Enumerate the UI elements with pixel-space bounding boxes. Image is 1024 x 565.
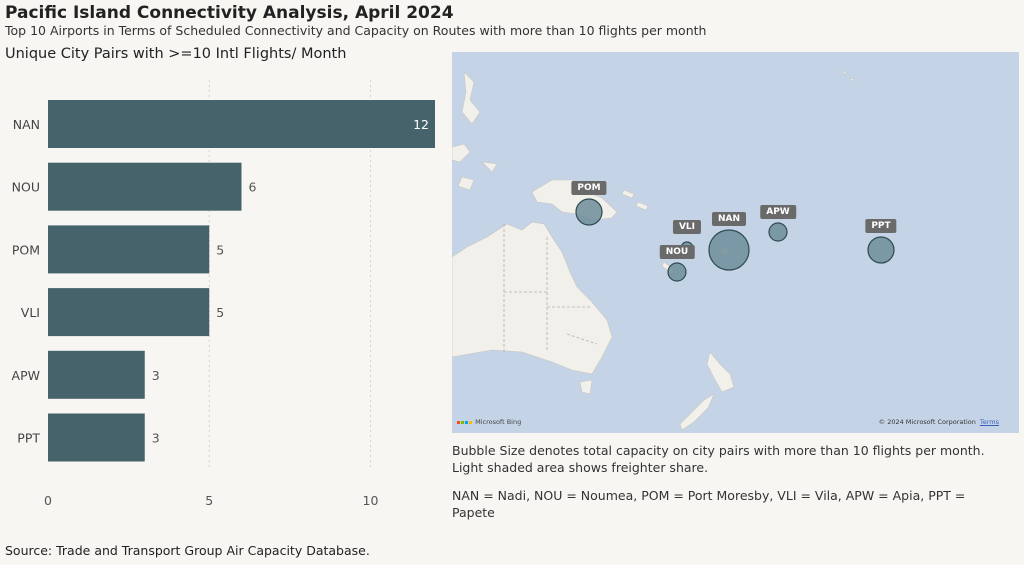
bar [48, 413, 145, 462]
airport-label-vli: VLI [672, 220, 702, 234]
data-label: 5 [216, 242, 224, 257]
bar [48, 350, 145, 399]
airport-bubble-apw[interactable] [768, 222, 788, 242]
land-solomon-islands [621, 189, 649, 211]
map-panel[interactable]: POM VLI NOU NAN APW PPT Microsoft Bing © 2024… [452, 52, 1019, 433]
airport-label-ppt: PPT [865, 219, 897, 233]
airport-bubble-ppt[interactable] [867, 236, 895, 264]
category-label: NAN [13, 117, 40, 132]
category-label: PPT [17, 431, 40, 446]
x-tick-label: 10 [363, 493, 379, 508]
airport-label-pom: POM [571, 181, 607, 195]
bar [48, 100, 435, 148]
source-note: Source: Trade and Transport Group Air Ca… [5, 543, 370, 558]
category-label: POM [12, 242, 40, 257]
airport-code-legend: NAN = Nadi, NOU = Noumea, POM = Port Mor… [452, 488, 966, 520]
bar [48, 225, 210, 274]
data-label: 5 [216, 305, 224, 320]
airport-label-nan: NAN [711, 212, 747, 226]
airport-bubble-nou[interactable] [667, 262, 687, 282]
terms-link[interactable]: Terms [979, 418, 999, 426]
bar-chart: NAN 12 NOU 6 POM 5 VLI 5 APW 3 PPT 3 0 5 10 [12, 80, 435, 508]
land-philippines [461, 71, 481, 125]
land-tasmania [579, 379, 593, 395]
map-copyright: © 2024 Microsoft Corporation Terms [879, 418, 999, 426]
land-indonesia [452, 143, 498, 191]
data-label: 6 [249, 180, 257, 195]
map-basemap [452, 69, 895, 431]
category-label: NOU [12, 180, 40, 195]
category-label: VLI [21, 305, 40, 320]
copyright-text: © 2024 Microsoft Corporation [878, 418, 976, 426]
bing-logo: Microsoft Bing [457, 418, 521, 426]
land-new-zealand-south [679, 393, 715, 431]
airport-label-apw: APW [760, 205, 796, 219]
bar-chart-heading: Unique City Pairs with >=10 Intl Flights… [5, 46, 347, 62]
page-title: Pacific Island Connectivity Analysis, Ap… [5, 3, 454, 23]
airport-bubble-pom[interactable] [575, 198, 603, 226]
bar [48, 162, 242, 211]
airport-label-nou: NOU [659, 245, 695, 259]
australia-border-lines [503, 224, 598, 352]
category-label: APW [12, 368, 40, 383]
page-subtitle: Top 10 Airports in Terms of Scheduled Co… [5, 23, 707, 38]
land-australia [452, 221, 613, 375]
airport-bubble-nan[interactable] [708, 229, 750, 271]
data-label: 12 [413, 117, 429, 132]
land-new-zealand-north [706, 351, 735, 393]
data-label: 3 [152, 368, 160, 383]
x-tick-label: 0 [44, 493, 52, 508]
bubble-size-note: Bubble Size denotes total capacity on ci… [452, 443, 985, 475]
bing-brand-text: Microsoft Bing [475, 418, 522, 426]
land-hawaii [841, 69, 855, 83]
bar [48, 288, 210, 337]
data-label: 3 [152, 431, 160, 446]
x-tick-label: 5 [205, 493, 213, 508]
